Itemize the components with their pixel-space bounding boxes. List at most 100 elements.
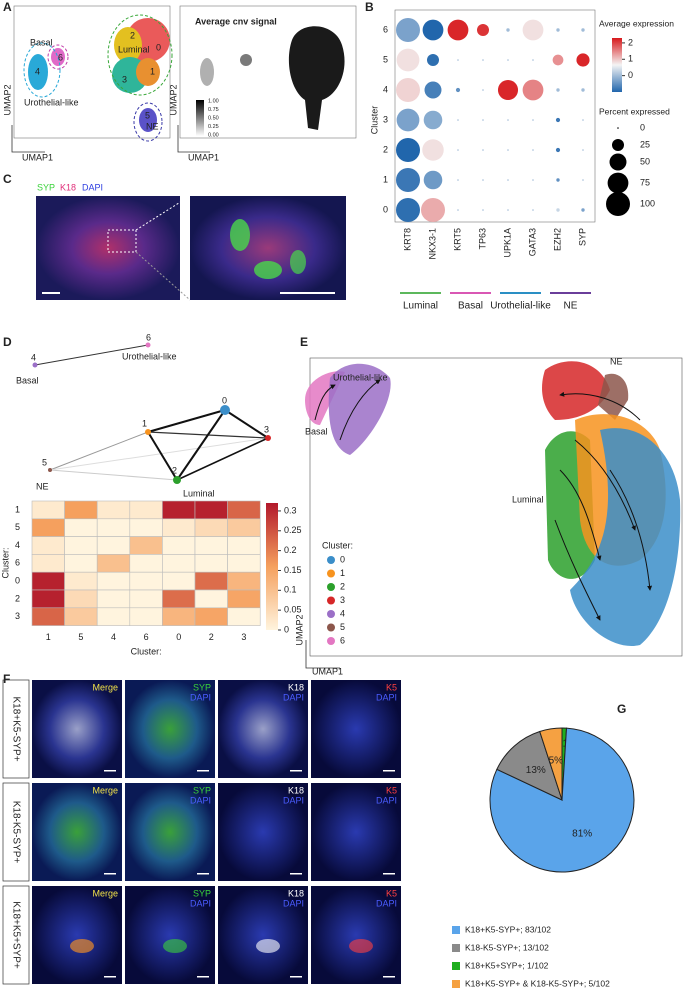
legend-swatch <box>327 637 335 645</box>
scale-bar <box>197 873 209 875</box>
channel-label: DAPI <box>283 898 304 908</box>
legend-swatch <box>327 569 335 578</box>
heat-cell <box>64 589 98 609</box>
heat-cell <box>194 554 228 573</box>
row-label-box <box>2 885 30 985</box>
dot <box>482 209 484 211</box>
x-tick-label: 4 <box>111 632 116 642</box>
dot <box>455 87 461 93</box>
node-label: 3 <box>264 424 269 434</box>
colorbar-tick-label: 1 <box>628 54 633 64</box>
plot-frame <box>309 357 683 657</box>
cluster-cloud <box>598 373 629 420</box>
micrograph <box>32 783 122 881</box>
cluster-blob <box>114 27 142 63</box>
heat-cell <box>162 554 196 573</box>
dot <box>482 59 484 61</box>
legend-label: K18+K5+SYP+; 1/102 <box>465 960 549 970</box>
scale-bar <box>383 976 395 978</box>
axis-label: UMAP2 <box>168 84 178 115</box>
dot <box>396 198 420 222</box>
heat-cell <box>162 518 196 537</box>
heat-cell <box>194 607 228 626</box>
panel-letter: B <box>365 0 374 14</box>
channel-label: K5 <box>386 785 397 795</box>
edge <box>147 431 178 481</box>
scale-bar <box>280 292 335 294</box>
dot <box>576 53 590 67</box>
dot <box>482 149 484 151</box>
zoom-line <box>135 251 191 301</box>
y-tick-label: 4 <box>15 540 20 550</box>
channel-label: SYP <box>193 785 211 795</box>
heat-cell <box>96 589 131 609</box>
velocity-arrow <box>559 391 641 421</box>
scale-bar <box>104 770 116 772</box>
axis-label: UMAP1 <box>188 152 219 162</box>
heatmap: 1 5 4 6 0 2 3 1 5 4 6 0 2 3 Cluster: Cluster: 0.3 0.25 0.2… <box>0 500 302 656</box>
stain-label: SYP <box>37 182 55 192</box>
dot <box>482 89 484 91</box>
slice-label: 13% <box>526 765 546 776</box>
dot <box>507 209 509 211</box>
stain-label: DAPI <box>82 182 103 192</box>
colorbar <box>612 38 622 92</box>
node <box>265 435 271 441</box>
micrograph <box>125 680 215 778</box>
legend-label: K18-K5-SYP+; 13/102 <box>465 942 549 952</box>
scale-bar <box>383 770 395 772</box>
dot <box>532 209 534 211</box>
dot <box>457 179 459 181</box>
dot <box>532 149 534 151</box>
legend-swatch <box>452 926 460 934</box>
node <box>32 362 38 368</box>
cell <box>290 250 306 274</box>
slice-label: 81% <box>572 829 592 840</box>
scale-bar <box>104 873 116 875</box>
micrograph <box>218 783 308 881</box>
dot <box>482 119 484 121</box>
colorbar-tick-label: 0.3 <box>284 505 297 515</box>
heat-cell <box>31 554 65 573</box>
dot <box>507 119 509 121</box>
micrograph <box>218 680 308 778</box>
heat-cell <box>227 554 261 573</box>
cell <box>230 219 250 251</box>
cluster-cloud <box>570 428 681 646</box>
dot <box>424 81 442 99</box>
dot <box>532 119 534 121</box>
row-label: K18+K5-SYP+ <box>10 696 21 761</box>
colorbar <box>196 100 204 136</box>
y-tick-label: 2 <box>383 144 388 154</box>
legend-swatch <box>452 962 460 970</box>
cluster-label: 2 <box>130 30 135 40</box>
heat-cell <box>96 500 131 520</box>
x-tick-label: 0 <box>176 632 181 642</box>
channel-label: DAPI <box>283 795 304 805</box>
row-label-box <box>2 679 30 779</box>
row-label-box <box>2 782 30 882</box>
y-tick-label: 1 <box>383 174 388 184</box>
size-key <box>606 192 630 216</box>
channel-label: DAPI <box>283 692 304 702</box>
group-label: NE <box>564 301 578 312</box>
node <box>145 342 151 348</box>
x-tick-label: 2 <box>209 632 214 642</box>
heat-cell <box>96 518 131 537</box>
size-key <box>607 172 629 194</box>
legend-title: Average expression <box>599 18 674 28</box>
y-tick-label: 3 <box>15 611 20 621</box>
dot <box>477 24 489 36</box>
heat-cell <box>31 536 65 555</box>
channel-label: K18 <box>288 888 304 898</box>
axis-label: Cluster <box>369 106 379 135</box>
heat-cell <box>64 536 98 555</box>
plot-title: Average cnv signal <box>195 16 277 26</box>
dot <box>497 79 519 101</box>
umap-clusters: 6 2 0 4 1 3 5 Basal Luminal Urothelial-l… <box>2 5 173 162</box>
dot <box>532 59 534 61</box>
heat-cell <box>96 571 131 591</box>
heat-cell <box>227 536 261 555</box>
dot <box>582 149 584 151</box>
